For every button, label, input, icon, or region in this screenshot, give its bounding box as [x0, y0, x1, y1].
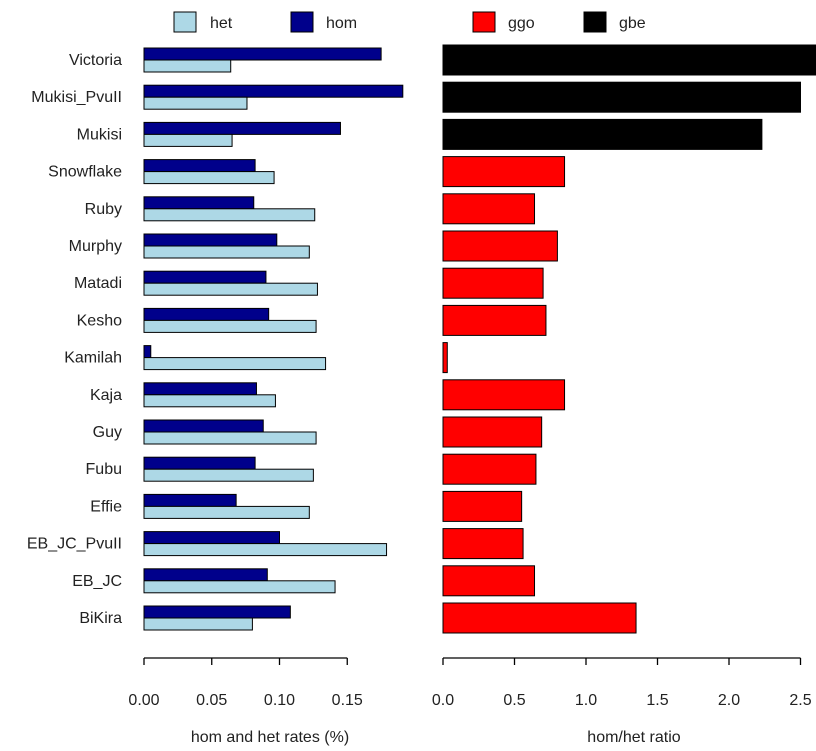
- legend-swatch-gbe: [583, 11, 607, 33]
- bar-ratio-ggo: [442, 156, 566, 188]
- bar-hom: [143, 159, 256, 173]
- category-label: Matadi: [74, 275, 122, 292]
- ratio-tick-label: 0.0: [432, 692, 454, 709]
- ratio-x-axis: 0.0 0.5 1.0 1.5 2.0 2.5: [432, 657, 812, 709]
- bar-het: [143, 468, 314, 482]
- bar-ratio-gbe: [442, 81, 801, 113]
- rates-x-axis: 0.00 0.05 0.10 0.15: [128, 657, 363, 709]
- bar-het: [143, 245, 310, 259]
- bar-hom: [143, 382, 257, 396]
- ratio-x-axis-label: hom/het ratio: [587, 729, 680, 746]
- rates-bars: [143, 47, 404, 631]
- bar-het: [143, 543, 388, 557]
- category-label: Fubu: [86, 461, 122, 478]
- bar-ratio-ggo: [442, 193, 536, 225]
- category-label: Snowflake: [48, 164, 122, 181]
- category-label: Ruby: [85, 201, 122, 218]
- bar-het: [143, 133, 233, 147]
- legend-ratio: ggo gbe: [472, 11, 646, 33]
- category-label: Mukisi_PvuII: [31, 89, 122, 106]
- category-label: Kesho: [77, 312, 122, 329]
- ratio-tick-label: 2.5: [789, 692, 811, 709]
- bar-hom: [143, 84, 404, 98]
- bar-hom: [143, 493, 237, 507]
- ratio-tick-label: 1.0: [575, 692, 597, 709]
- category-label: Victoria: [69, 52, 122, 69]
- bar-ratio-ggo: [442, 602, 637, 634]
- bar-hom: [143, 456, 256, 470]
- bar-ratio-gbe: [442, 44, 816, 76]
- category-label: BiKira: [79, 610, 122, 627]
- legend-label-hom: hom: [326, 15, 357, 32]
- category-label: EB_JC_PvuII: [27, 536, 122, 553]
- bar-het: [143, 96, 248, 110]
- category-label: Effie: [90, 498, 122, 515]
- bar-het: [143, 357, 327, 371]
- bar-het: [143, 394, 276, 408]
- bar-ratio-ggo: [442, 230, 558, 262]
- category-label: Guy: [93, 424, 122, 441]
- rates-x-axis-label: hom and het rates (%): [191, 729, 349, 746]
- bar-hom: [143, 419, 264, 433]
- bar-het: [143, 580, 336, 594]
- legend-rates: het hom: [173, 11, 357, 33]
- bar-ratio-ggo: [442, 379, 566, 411]
- bar-ratio-ggo: [442, 342, 448, 374]
- bar-ratio-gbe: [442, 118, 763, 150]
- ratio-tick-label: 1.5: [646, 692, 668, 709]
- ratio-tick-label: 2.0: [718, 692, 740, 709]
- bar-ratio-ggo: [442, 267, 544, 299]
- rates-tick-label: 0.05: [196, 692, 227, 709]
- category-label: Mukisi: [77, 126, 122, 143]
- ratio-bars: [442, 44, 816, 634]
- bar-het: [143, 282, 318, 296]
- legend-swatch-hom: [290, 11, 314, 33]
- legend-swatch-ggo: [472, 11, 496, 33]
- bar-ratio-ggo: [442, 453, 537, 485]
- bar-hom: [143, 121, 341, 135]
- bar-ratio-ggo: [442, 416, 543, 448]
- ratio-tick-label: 0.5: [503, 692, 525, 709]
- bar-het: [143, 59, 232, 73]
- legend-label-gbe: gbe: [619, 15, 646, 32]
- legend-label-ggo: ggo: [508, 15, 535, 32]
- bar-hom: [143, 270, 267, 284]
- bar-ratio-ggo: [442, 490, 523, 522]
- bar-ratio-ggo: [442, 528, 524, 560]
- bar-het: [143, 171, 275, 185]
- bar-hom: [143, 233, 278, 247]
- bar-hom: [143, 345, 152, 359]
- bar-hom: [143, 307, 270, 321]
- category-labels: Victoria Mukisi_PvuII Mukisi Snowflake Ruby M…: [27, 52, 122, 627]
- legend-swatch-het: [173, 11, 197, 33]
- bar-het: [143, 208, 316, 222]
- bar-hom: [143, 196, 255, 210]
- category-label: EB_JC: [72, 573, 122, 590]
- bar-hom: [143, 605, 291, 619]
- category-label: Kaja: [90, 387, 122, 404]
- bar-het: [143, 431, 317, 445]
- bar-het: [143, 617, 253, 631]
- rates-tick-label: 0.15: [332, 692, 363, 709]
- category-label: Murphy: [69, 238, 122, 255]
- bar-het: [143, 505, 310, 519]
- legend-label-het: het: [210, 15, 233, 32]
- bar-hom: [143, 47, 382, 61]
- category-label: Kamilah: [64, 350, 122, 367]
- bar-ratio-ggo: [442, 565, 536, 597]
- bar-het: [143, 319, 317, 333]
- bar-hom: [143, 568, 268, 582]
- bar-hom: [143, 531, 280, 545]
- rates-tick-label: 0.00: [128, 692, 159, 709]
- bar-ratio-ggo: [442, 304, 547, 336]
- rates-tick-label: 0.10: [264, 692, 295, 709]
